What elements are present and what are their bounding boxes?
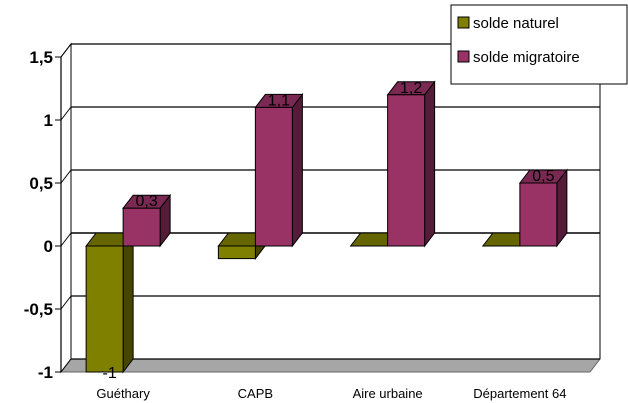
bar-solde-migratoire-0: [122, 193, 172, 248]
bar-solde-naturel-0: [85, 231, 135, 374]
gridline-depth: [60, 169, 72, 184]
gridline-depth: [60, 106, 72, 121]
bar-side: [122, 231, 134, 374]
axes: [55, 56, 62, 373]
x-axis-ticks: Guéthary CAPB Aire urbaine Département 64: [96, 386, 566, 401]
data-label: 0,3: [136, 193, 158, 210]
x-tick-label: Département 64: [473, 386, 566, 401]
legend-label: solde naturel: [473, 15, 559, 32]
y-tick-label: 0,5: [29, 174, 53, 193]
legend: solde naturel solde migratoire: [450, 4, 628, 85]
y-tick-label: 0: [44, 237, 53, 256]
bar-solde-migratoire-1: [254, 92, 304, 248]
bars: [85, 80, 568, 374]
side-wall: [60, 42, 72, 374]
y-axis-ticks: 1,5 1 0,5 0 -0,5 -1: [24, 48, 53, 382]
y-tick-label: -0,5: [24, 300, 53, 319]
x-tick-label: Aire urbaine: [353, 386, 423, 401]
data-labels: -1 0,3 1,1 1,2 0,5: [103, 80, 555, 382]
data-label: -1: [103, 365, 117, 382]
gridline-depth: [60, 232, 72, 247]
floor: [59, 358, 602, 373]
legend-box: [450, 4, 628, 85]
gridline-depth: [60, 43, 72, 58]
data-label: 1,1: [268, 92, 290, 109]
legend-swatch: [457, 16, 470, 29]
data-label: 1,2: [400, 80, 422, 97]
bar-front: [122, 207, 161, 247]
y-tick-label: -1: [38, 363, 53, 382]
bar-front: [217, 245, 256, 260]
data-label: 0,5: [532, 168, 554, 185]
bar-solde-migratoire-2: [386, 80, 436, 248]
x-tick-label: CAPB: [238, 386, 273, 401]
y-tick-label: 1,5: [29, 48, 53, 67]
legend-label: solde migratoire: [473, 49, 580, 66]
gridline-depth: [60, 295, 72, 310]
bar-front: [85, 245, 124, 373]
gridline-depth: [60, 358, 72, 373]
y-tick-label: 1: [44, 111, 53, 130]
bar-front: [387, 94, 426, 247]
x-tick-label: Guéthary: [96, 386, 150, 401]
legend-swatch: [457, 50, 470, 63]
bar-side: [424, 80, 436, 248]
bar-side: [291, 92, 303, 248]
bar-solde-migratoire-3: [518, 168, 568, 248]
bar-front: [254, 106, 293, 247]
bar-front: [519, 182, 558, 247]
